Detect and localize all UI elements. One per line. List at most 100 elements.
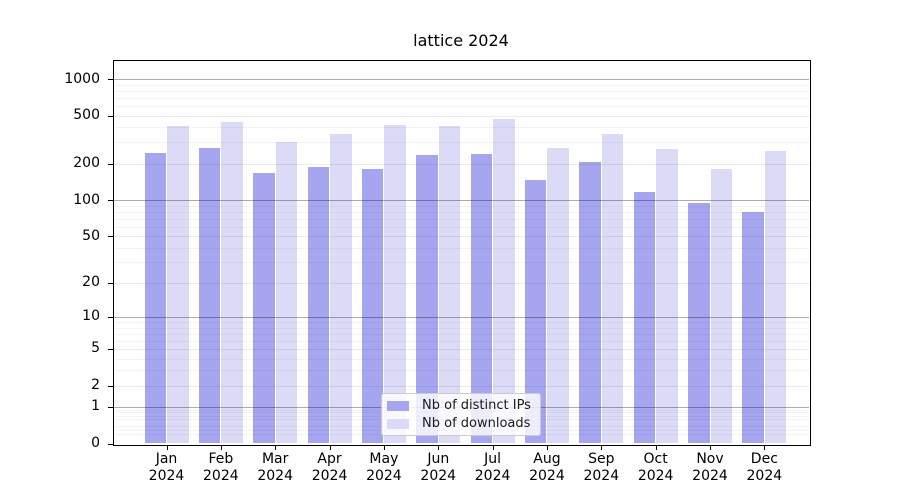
gridline-y-5 bbox=[113, 348, 809, 350]
y-tick-label-10: 10 bbox=[82, 308, 100, 325]
y-tick-5 bbox=[108, 348, 113, 350]
x-tick-dec bbox=[764, 444, 766, 450]
legend-item-distinct-ips: Nb of distinct IPs bbox=[387, 398, 531, 413]
y-tick-1 bbox=[108, 406, 113, 408]
bar-downloads-may bbox=[384, 124, 406, 444]
bar-distinct-ips-jul bbox=[470, 154, 493, 444]
bar-distinct-ips-jun bbox=[416, 154, 438, 444]
gridline-y-200 bbox=[113, 163, 809, 165]
x-tick-label-sep: Sep 2024 bbox=[583, 451, 620, 484]
x-tick-jul bbox=[492, 444, 494, 450]
gridline-y-100 bbox=[113, 200, 809, 201]
legend-label-distinct-ips: Nb of distinct IPs bbox=[422, 398, 531, 413]
x-tick-label-jun: Jun 2024 bbox=[420, 451, 457, 484]
gridline-minor bbox=[113, 97, 809, 99]
bar-distinct-ips-oct bbox=[633, 192, 656, 444]
bar-distinct-ips-may bbox=[361, 169, 384, 444]
y-tick-1000 bbox=[108, 79, 113, 80]
gridline-minor bbox=[113, 340, 809, 342]
bar-downloads-jan bbox=[167, 125, 189, 444]
x-tick-aug bbox=[546, 444, 548, 450]
y-tick-label-2: 2 bbox=[91, 377, 100, 394]
x-tick-label-oct: Oct 2024 bbox=[637, 451, 674, 484]
y-tick-2 bbox=[108, 385, 113, 387]
gridline-y-1000 bbox=[113, 79, 809, 80]
gridline-minor bbox=[113, 105, 809, 107]
bar-downloads-jun bbox=[438, 125, 461, 444]
gridline-y-500 bbox=[113, 115, 809, 117]
gridline-minor bbox=[113, 247, 809, 249]
gridline-minor bbox=[113, 262, 809, 264]
y-tick-label-0: 0 bbox=[91, 435, 100, 451]
gridline-y-50 bbox=[113, 236, 809, 238]
bar-downloads-jul bbox=[493, 118, 515, 444]
y-tick-20 bbox=[108, 282, 113, 284]
gridline-y-10 bbox=[113, 316, 809, 318]
bar-distinct-ips-dec bbox=[742, 211, 764, 444]
y-tick-label-1: 1 bbox=[91, 398, 100, 415]
gridline-minor bbox=[113, 358, 809, 360]
x-tick-jun bbox=[438, 444, 440, 450]
x-tick-mar bbox=[275, 444, 277, 450]
bar-downloads-feb bbox=[221, 121, 243, 444]
bar-distinct-ips-feb bbox=[198, 147, 221, 444]
chart-title: lattice 2024 bbox=[413, 31, 509, 50]
x-tick-label-feb: Feb 2024 bbox=[203, 451, 239, 484]
gridline-minor bbox=[113, 327, 809, 329]
gridline-minor bbox=[113, 205, 809, 207]
x-tick-nov bbox=[710, 444, 711, 450]
bar-distinct-ips-mar bbox=[253, 173, 275, 444]
gridline-minor bbox=[113, 127, 809, 129]
gridline-minor bbox=[113, 226, 809, 228]
x-tick-feb bbox=[220, 444, 222, 450]
x-tick-label-apr: Apr 2024 bbox=[311, 451, 348, 484]
gridline-minor bbox=[113, 322, 809, 324]
bar-distinct-ips-sep bbox=[579, 162, 601, 444]
gridline-minor bbox=[113, 90, 809, 92]
x-tick-oct bbox=[655, 444, 657, 450]
gridline-minor bbox=[113, 370, 809, 372]
y-tick-label-100: 100 bbox=[73, 191, 100, 208]
x-tick-label-jul: Jul 2024 bbox=[474, 451, 511, 484]
bar-downloads-aug bbox=[547, 147, 569, 444]
bar-downloads-oct bbox=[656, 149, 678, 444]
gridline-y-2 bbox=[113, 385, 809, 387]
gridline-minor bbox=[113, 218, 809, 220]
bar-distinct-ips-apr bbox=[307, 166, 330, 444]
bar-distinct-ips-aug bbox=[524, 180, 547, 444]
x-tick-label-dec: Dec 2024 bbox=[746, 451, 783, 484]
y-tick-100 bbox=[108, 200, 113, 201]
x-tick-label-mar: Mar 2024 bbox=[257, 451, 293, 484]
y-tick-label-5: 5 bbox=[91, 340, 100, 357]
y-tick-10 bbox=[108, 316, 113, 318]
y-tick-label-20: 20 bbox=[82, 274, 100, 291]
bar-downloads-dec bbox=[764, 151, 787, 444]
y-tick-500 bbox=[108, 115, 113, 117]
x-tick-jan bbox=[166, 444, 168, 450]
legend: Nb of distinct IPs Nb of downloads bbox=[381, 393, 541, 436]
x-tick-may bbox=[383, 444, 385, 450]
bar-distinct-ips-nov bbox=[688, 203, 710, 444]
gridline-minor bbox=[113, 333, 809, 335]
x-tick-sep bbox=[601, 444, 603, 450]
bar-downloads-apr bbox=[330, 133, 352, 444]
bar-downloads-sep bbox=[601, 133, 624, 444]
legend-swatch-distinct-ips-icon bbox=[387, 400, 409, 411]
legend-item-downloads: Nb of downloads bbox=[387, 416, 531, 431]
legend-swatch-downloads-icon bbox=[387, 418, 409, 429]
x-tick-label-nov: Nov 2024 bbox=[692, 451, 728, 484]
bar-distinct-ips-jan bbox=[144, 153, 166, 444]
y-tick-0 bbox=[108, 443, 113, 445]
bar-downloads-nov bbox=[710, 169, 732, 444]
y-tick-label-50: 50 bbox=[82, 227, 100, 244]
gridline-minor bbox=[113, 142, 809, 144]
x-tick-label-jan: Jan 2024 bbox=[148, 451, 185, 484]
gridline-minor bbox=[113, 211, 809, 213]
y-tick-50 bbox=[108, 236, 113, 238]
gridline-y-20 bbox=[113, 282, 809, 284]
y-tick-label-500: 500 bbox=[73, 107, 100, 124]
bar-downloads-mar bbox=[275, 142, 298, 444]
y-tick-200 bbox=[108, 163, 113, 165]
y-tick-label-1000: 1000 bbox=[64, 70, 100, 87]
